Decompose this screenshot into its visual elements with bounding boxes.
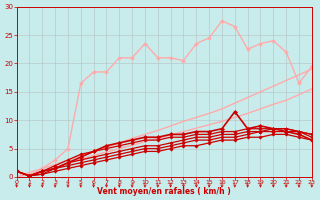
X-axis label: Vent moyen/en rafales ( km/h ): Vent moyen/en rafales ( km/h ) [97, 187, 231, 196]
